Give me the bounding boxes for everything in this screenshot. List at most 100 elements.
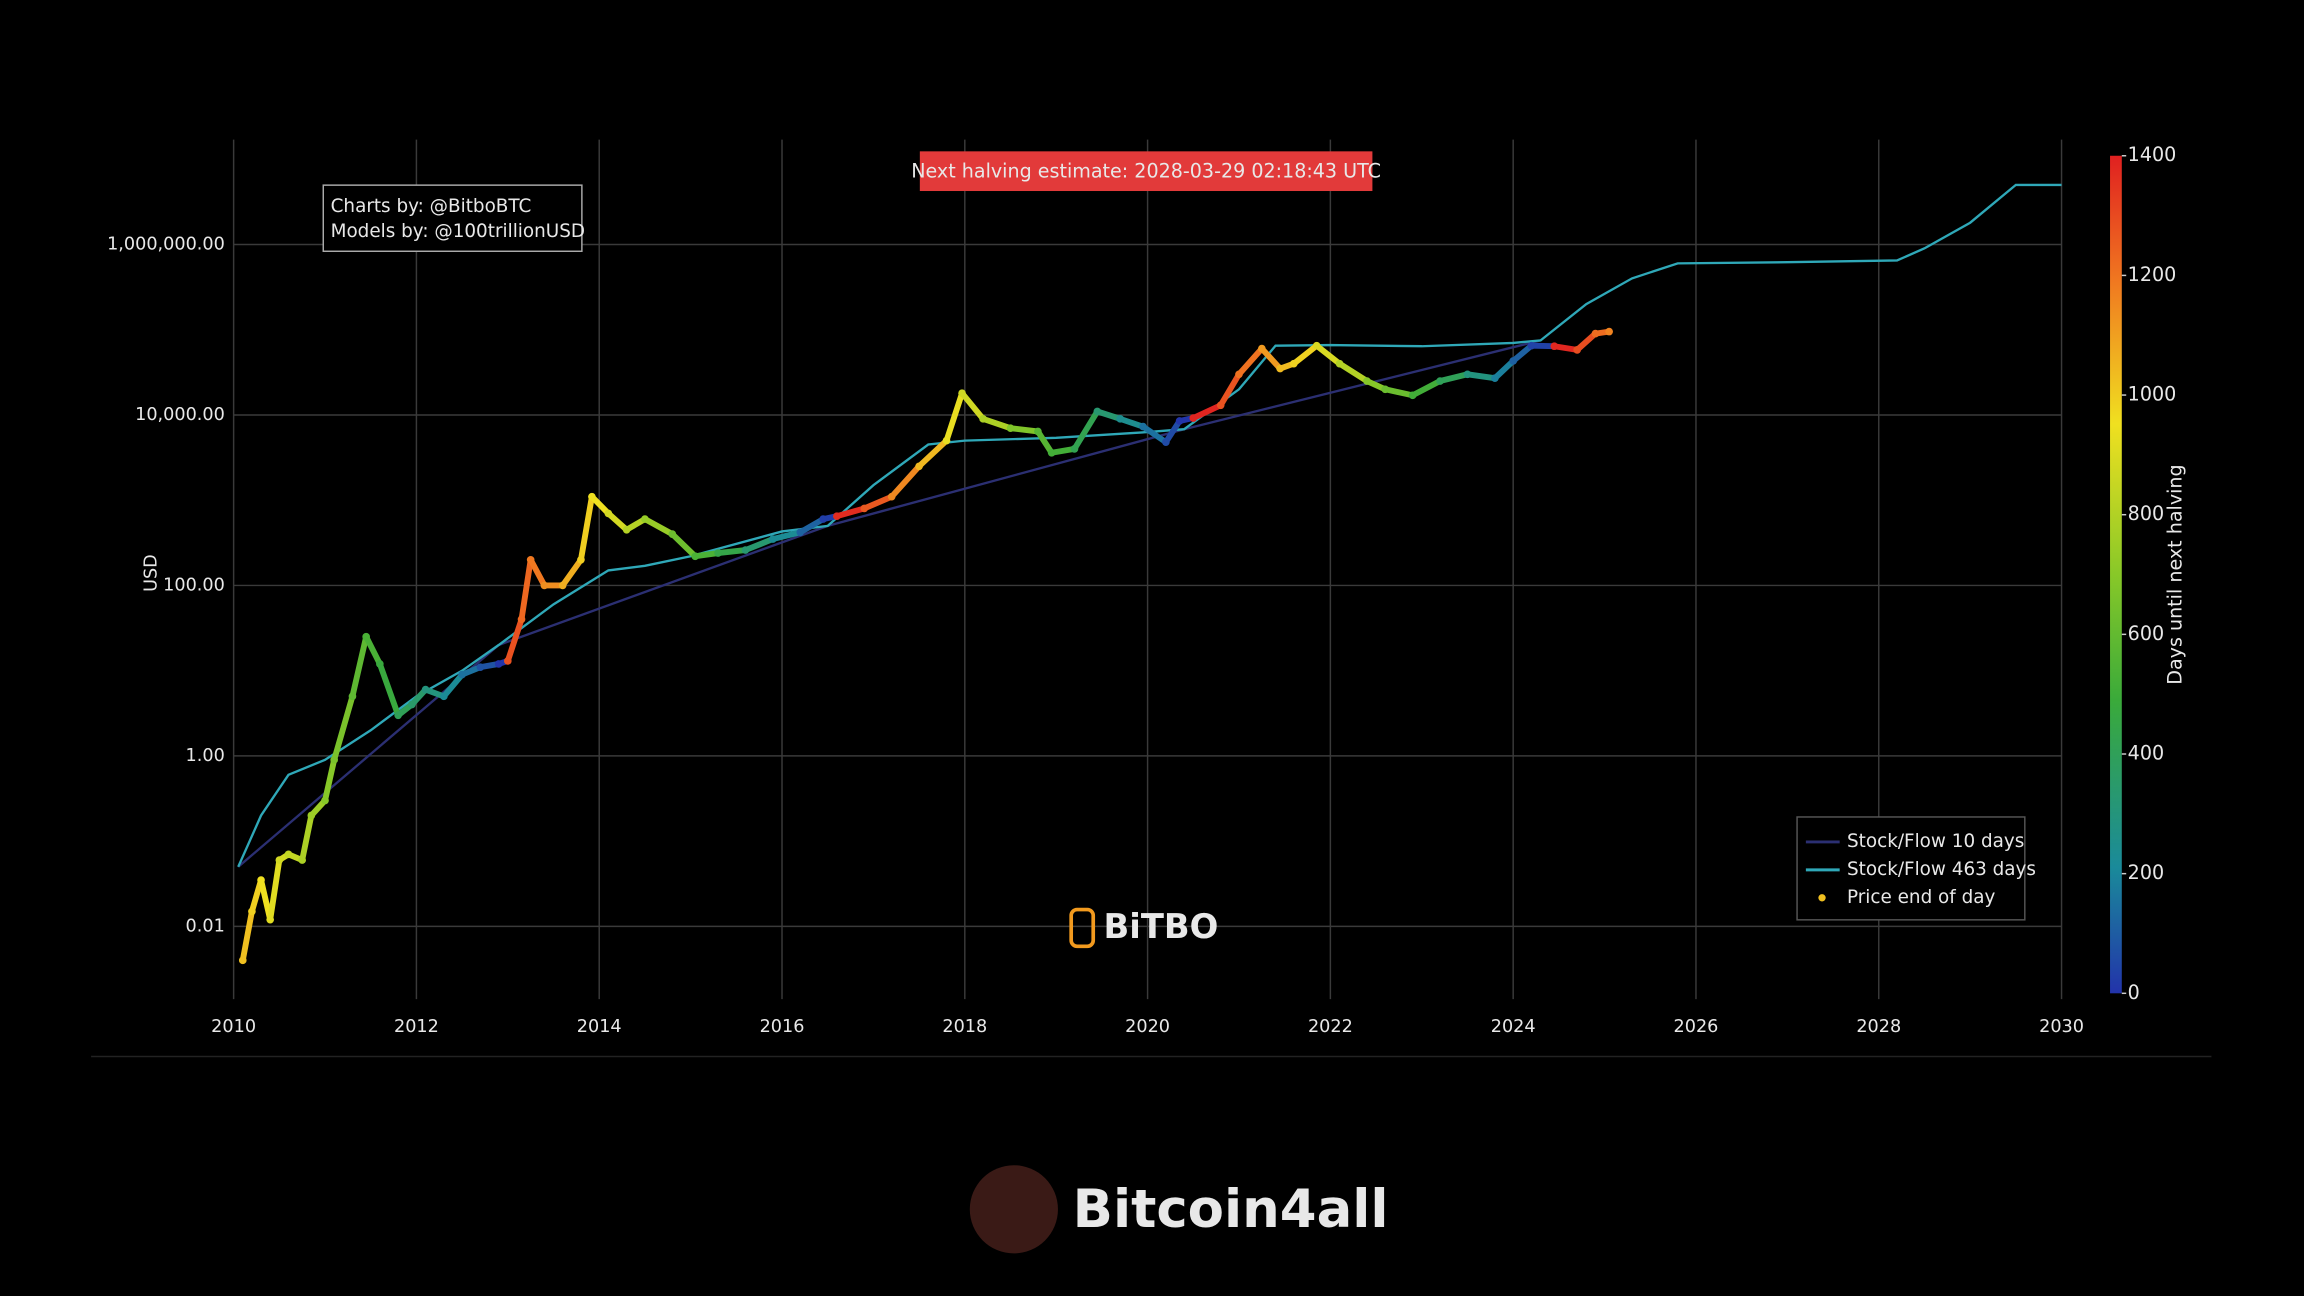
price-point bbox=[1550, 342, 1559, 351]
price-segment bbox=[322, 756, 338, 804]
price-segment bbox=[504, 616, 525, 664]
price-segment bbox=[742, 536, 776, 554]
colorbar bbox=[2110, 155, 2122, 994]
price-point bbox=[517, 615, 526, 624]
price-segment bbox=[527, 556, 548, 589]
price-segment bbox=[959, 390, 987, 422]
price-point bbox=[476, 663, 485, 671]
legend-label: Price end of day bbox=[1847, 887, 1995, 908]
price-segment bbox=[1290, 342, 1320, 367]
price-segment bbox=[692, 550, 721, 560]
colorbar-tick-label: 400 bbox=[2128, 742, 2164, 765]
x-tick-label: 2012 bbox=[394, 1017, 439, 1037]
price-point bbox=[1235, 370, 1243, 379]
credit-text: Models by: @100trillionUSD bbox=[331, 221, 585, 242]
price-segment bbox=[1140, 423, 1169, 446]
price-point bbox=[1175, 417, 1184, 425]
x-tick-label: 2020 bbox=[1125, 1017, 1170, 1037]
price-segment bbox=[518, 556, 534, 623]
price-point bbox=[714, 549, 722, 557]
price-segment bbox=[1551, 343, 1581, 353]
x-tick-label: 2022 bbox=[1308, 1017, 1353, 1037]
price-segment bbox=[1162, 418, 1183, 446]
halving-box bbox=[919, 151, 1373, 192]
x-tick-label: 2014 bbox=[577, 1017, 622, 1037]
price-segment bbox=[559, 556, 584, 589]
price-segment bbox=[1510, 342, 1535, 364]
price-point bbox=[942, 436, 951, 445]
price-point bbox=[526, 555, 535, 564]
colorbar-tick-label: 1200 bbox=[2128, 263, 2177, 286]
price-point bbox=[860, 504, 869, 513]
price-point bbox=[1363, 377, 1371, 385]
price-point bbox=[1276, 364, 1284, 373]
price-point bbox=[394, 711, 402, 720]
bitbo-text: BiTBO bbox=[1104, 907, 1219, 946]
price-segment bbox=[1336, 360, 1370, 384]
x-tick-label: 2026 bbox=[1674, 1017, 1719, 1037]
price-point bbox=[887, 492, 896, 501]
price-segment bbox=[349, 633, 370, 700]
y-tick-label: 10,000.00 bbox=[135, 405, 225, 425]
colorbar-tick-label: 1000 bbox=[2128, 383, 2177, 406]
price-point bbox=[238, 956, 247, 965]
price-point bbox=[494, 660, 503, 668]
price-segment bbox=[916, 437, 950, 470]
price-point bbox=[330, 755, 338, 764]
price-point bbox=[958, 389, 966, 398]
price-point bbox=[1408, 391, 1417, 400]
price-point bbox=[307, 811, 316, 820]
price-point bbox=[1258, 344, 1266, 353]
price-segment bbox=[1491, 358, 1517, 382]
price-point bbox=[348, 692, 357, 701]
y-tick-label: 100.00 bbox=[163, 575, 225, 595]
bitcoin4all-logo: Bitcoin4all bbox=[969, 1165, 1389, 1254]
price-segment bbox=[1464, 371, 1498, 382]
price-point bbox=[1591, 329, 1600, 338]
price-point bbox=[1006, 424, 1015, 432]
price-segment bbox=[1313, 342, 1343, 367]
price-point bbox=[284, 850, 293, 859]
price-segment bbox=[267, 857, 283, 923]
price-segment bbox=[669, 531, 699, 560]
colorbar-tick-label: 1400 bbox=[2128, 143, 2177, 166]
price-point bbox=[769, 535, 777, 543]
price-point bbox=[796, 528, 805, 537]
credit-text: Charts by: @BitboBTC bbox=[331, 196, 532, 217]
price-segment bbox=[376, 660, 402, 719]
price-segment bbox=[239, 908, 255, 964]
price-segment bbox=[1117, 415, 1146, 430]
price-segment bbox=[588, 493, 612, 517]
price-segment bbox=[797, 516, 827, 536]
y-tick-label: 1.00 bbox=[186, 746, 225, 766]
price-segment bbox=[769, 529, 804, 542]
price-point bbox=[1116, 415, 1124, 423]
colorbar-tick-label: 800 bbox=[2128, 502, 2164, 525]
price-point bbox=[1509, 357, 1517, 365]
price-segment bbox=[1217, 371, 1242, 409]
bitbo-logo: BiTBO bbox=[1069, 907, 1219, 949]
price-point bbox=[266, 915, 275, 924]
price-segment bbox=[331, 693, 356, 763]
y-axis-label: USD bbox=[141, 554, 161, 592]
price-segment bbox=[641, 516, 676, 538]
watermark-icon bbox=[969, 1165, 1058, 1254]
price-point bbox=[668, 530, 677, 538]
price-point bbox=[248, 907, 256, 916]
price-point bbox=[362, 632, 370, 641]
price-segment bbox=[1094, 408, 1124, 422]
price-segment bbox=[1007, 425, 1041, 435]
price-point bbox=[604, 509, 613, 518]
price-point bbox=[376, 660, 384, 668]
price-point bbox=[577, 555, 585, 564]
price-point bbox=[1034, 427, 1042, 436]
y-tick-label: 0.01 bbox=[186, 916, 225, 936]
price-point bbox=[440, 692, 448, 701]
price-point bbox=[540, 581, 549, 590]
price-point bbox=[458, 670, 466, 679]
price-segment bbox=[299, 812, 315, 864]
price-segment bbox=[1048, 445, 1078, 456]
x-tick-label: 2030 bbox=[2039, 1017, 2084, 1037]
price-point bbox=[558, 581, 567, 590]
